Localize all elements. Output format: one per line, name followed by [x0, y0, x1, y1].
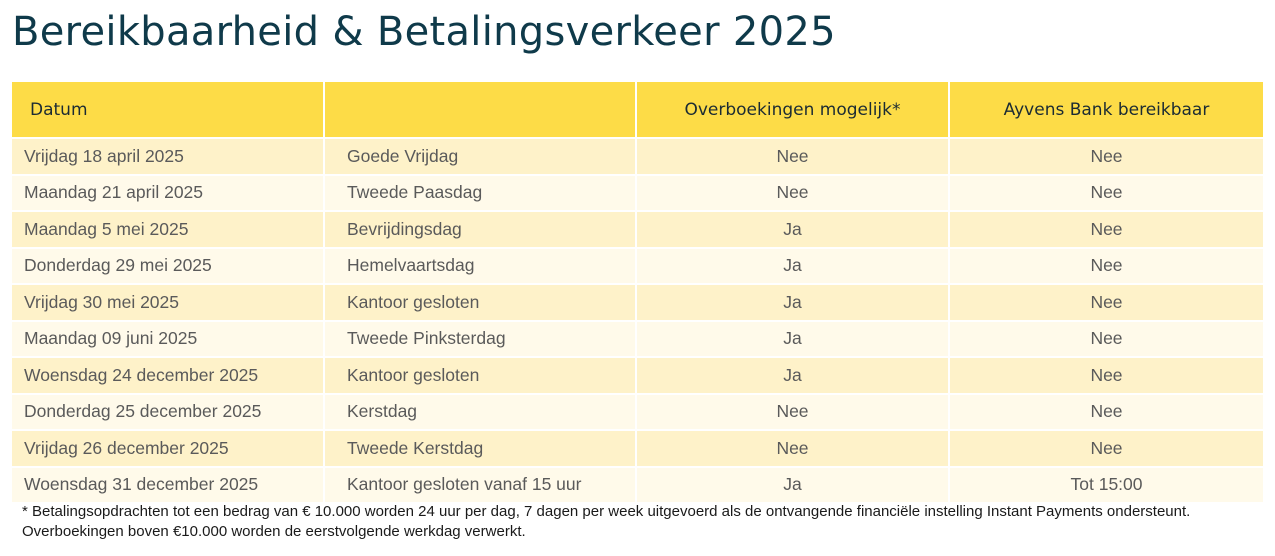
cell-bank-reachable: Nee [949, 210, 1263, 248]
table-row: Woensdag 31 december 2025 Kantoor geslote… [12, 465, 1263, 502]
cell-holiday-name: Hemelvaartsdag [324, 246, 637, 284]
cell-holiday-name: Tweede Pinksterdag [324, 319, 637, 357]
cell-date: Woensdag 31 december 2025 [12, 465, 325, 502]
header-bank-reachable: Ayvens Bank bereikbaar [949, 82, 1263, 138]
cell-bank-reachable: Nee [949, 173, 1263, 211]
table-row: Woensdag 24 december 2025 Kantoor geslote… [12, 356, 1263, 394]
cell-date: Vrijdag 18 april 2025 [12, 137, 325, 175]
cell-holiday-name: Tweede Paasdag [324, 173, 637, 211]
cell-bank-reachable: Nee [949, 283, 1263, 321]
table-row: Vrijdag 26 december 2025 Tweede Kerstdag N… [12, 429, 1263, 467]
table-row: Donderdag 25 december 2025 Kerstdag Nee Nee [12, 392, 1263, 430]
table-header-row: Datum Overboekingen mogelijk* Ayvens Ban… [12, 82, 1263, 138]
cell-bank-reachable: Nee [949, 246, 1263, 284]
cell-bank-reachable: Nee [949, 429, 1263, 467]
table-body: Vrijdag 18 april 2025 Goede Vrijdag Nee Nee… [12, 137, 1263, 502]
table-row: Maandag 21 april 2025 Tweede Paasdag Nee Ne… [12, 173, 1263, 211]
cell-transfers-possible: Nee [636, 173, 950, 211]
header-transfers-possible: Overboekingen mogelijk* [636, 82, 950, 138]
cell-transfers-possible: Ja [636, 465, 950, 502]
cell-holiday-name: Kerstdag [324, 392, 637, 430]
cell-transfers-possible: Ja [636, 319, 950, 357]
footnote: * Betalingsopdrachten tot een bedrag van… [22, 503, 1191, 540]
cell-transfers-possible: Ja [636, 283, 950, 321]
cell-date: Vrijdag 26 december 2025 [12, 429, 325, 467]
page-title: Bereikbaarheid & Betalingsverkeer 2025 [12, 9, 836, 55]
table-row: Donderdag 29 mei 2025 Hemelvaartsdag Ja Nee [12, 246, 1263, 284]
cell-transfers-possible: Nee [636, 429, 950, 467]
cell-holiday-name: Kantoor gesloten [324, 356, 637, 394]
cell-date: Maandag 09 juni 2025 [12, 319, 325, 357]
cell-date: Maandag 5 mei 2025 [12, 210, 325, 248]
cell-transfers-possible: Ja [636, 356, 950, 394]
table-row: Maandag 5 mei 2025 Bevrijdingsdag Ja Nee [12, 210, 1263, 248]
cell-bank-reachable: Nee [949, 319, 1263, 357]
table-row: Vrijdag 18 april 2025 Goede Vrijdag Nee Nee [12, 137, 1263, 175]
cell-holiday-name: Goede Vrijdag [324, 137, 637, 175]
header-date: Datum [12, 82, 325, 138]
cell-transfers-possible: Nee [636, 137, 950, 175]
availability-table: Datum Overboekingen mogelijk* Ayvens Ban… [12, 82, 1263, 502]
cell-bank-reachable: Nee [949, 137, 1263, 175]
cell-transfers-possible: Nee [636, 392, 950, 430]
cell-transfers-possible: Ja [636, 210, 950, 248]
cell-date: Vrijdag 30 mei 2025 [12, 283, 325, 321]
cell-holiday-name: Bevrijdingsdag [324, 210, 637, 248]
cell-date: Donderdag 25 december 2025 [12, 392, 325, 430]
table-row: Vrijdag 30 mei 2025 Kantoor gesloten Ja Nee [12, 283, 1263, 321]
cell-transfers-possible: Ja [636, 246, 950, 284]
cell-date: Donderdag 29 mei 2025 [12, 246, 325, 284]
cell-date: Maandag 21 april 2025 [12, 173, 325, 211]
cell-holiday-name: Kantoor gesloten [324, 283, 637, 321]
header-holiday [324, 82, 637, 138]
cell-holiday-name: Kantoor gesloten vanaf 15 uur [324, 465, 637, 502]
cell-bank-reachable: Nee [949, 392, 1263, 430]
cell-bank-reachable: Nee [949, 356, 1263, 394]
cell-date: Woensdag 24 december 2025 [12, 356, 325, 394]
cell-holiday-name: Tweede Kerstdag [324, 429, 637, 467]
table-row: Maandag 09 juni 2025 Tweede Pinksterdag Ja… [12, 319, 1263, 357]
cell-bank-reachable: Tot 15:00 [949, 465, 1263, 502]
